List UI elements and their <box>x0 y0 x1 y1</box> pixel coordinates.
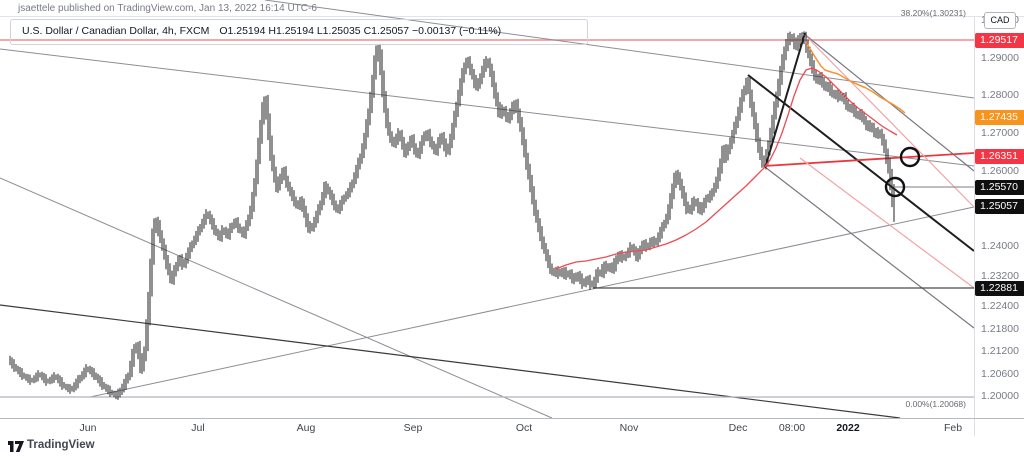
time-label-Feb[interactable]: Feb <box>943 422 963 434</box>
currency-toggle-button[interactable]: CAD <box>984 12 1016 29</box>
price-gridline-label: 1.21200 <box>981 345 1019 357</box>
price-gridline-label: 1.23200 <box>981 270 1019 282</box>
price-gridline-label: 1.20000 <box>981 390 1019 402</box>
channel-red-upper[interactable] <box>804 34 975 208</box>
price-gridline-label: 1.24000 <box>981 240 1019 252</box>
header-separator <box>0 16 1024 17</box>
trendline-black-long[interactable] <box>0 304 901 419</box>
trendline-shallow-upper[interactable] <box>264 0 975 99</box>
price-badge-1.25057: 1.25057 <box>975 198 1024 214</box>
channel-red-lower[interactable] <box>799 157 975 289</box>
price-axis[interactable]: 1.300001.290001.280001.270001.260001.240… <box>974 12 1024 418</box>
time-label-2022[interactable]: 2022 <box>836 422 860 434</box>
time-label-Jun[interactable]: Jun <box>79 422 97 434</box>
change-value: −0.00137 (−0.11%) <box>412 25 502 37</box>
price-gridline-label: 1.26000 <box>981 165 1019 177</box>
price-gridline-label: 1.28000 <box>981 89 1019 101</box>
moving-average-red <box>555 67 898 270</box>
price-gridline-label: 1.29000 <box>981 52 1019 64</box>
circle-1.26351[interactable] <box>899 146 921 168</box>
moving-average-orange <box>805 41 906 114</box>
channel-gray-lower[interactable] <box>764 166 975 329</box>
circle-1.25570[interactable] <box>884 176 906 198</box>
time-label-08:00[interactable]: 08:00 <box>778 422 806 434</box>
symbol-title[interactable]: U.S. Dollar / Canadian Dollar, 4h, FXCM <box>22 25 210 37</box>
price-gridline-label: 1.27000 <box>981 127 1019 139</box>
time-label-Jul[interactable]: Jul <box>191 422 205 434</box>
price-badge-1.22881: 1.22881 <box>975 280 1024 296</box>
price-gridline-label: 1.22400 <box>981 300 1019 312</box>
time-label-Nov[interactable]: Nov <box>619 422 639 434</box>
ohlc-close: C1.25057 <box>363 25 410 37</box>
time-label-Dec[interactable]: Dec <box>728 422 748 434</box>
price-gridline-label: 1.20600 <box>981 368 1019 380</box>
time-axis[interactable]: Jun Jul Aug Sep Oct Nov Dec 08:00 2022 Feb <box>0 418 1024 438</box>
tradingview-brand-text[interactable]: TradingView <box>27 439 95 451</box>
wedge-ascending-black[interactable] <box>764 32 806 169</box>
tradingview-logo-icon[interactable] <box>8 440 24 454</box>
price-badge-1.27435: 1.27435 <box>975 109 1024 125</box>
channel-black-median[interactable] <box>747 74 975 252</box>
trendline-red-1.26351[interactable] <box>763 152 975 167</box>
time-label-Oct[interactable]: Oct <box>515 422 533 434</box>
price-gridline-label: 1.21800 <box>981 323 1019 335</box>
time-label-Aug[interactable]: Aug <box>296 422 316 434</box>
symbol-legend-box[interactable] <box>10 19 588 45</box>
price-badge-1.29517: 1.29517 <box>975 32 1024 48</box>
time-label-Sep[interactable]: Sep <box>403 422 423 434</box>
ohlc-low: L1.25035 <box>316 25 361 37</box>
price-badge-1.25570: 1.25570 <box>975 179 1024 195</box>
trendline-asc-support[interactable] <box>89 206 975 398</box>
symbol-legend: U.S. Dollar / Canadian Dollar, 4h, FXCM O… <box>22 25 501 37</box>
ohlc-high: H1.25194 <box>268 25 314 37</box>
fib-label-38.2: 38.20%(1.30231) <box>900 8 966 18</box>
trendline-desc-left[interactable] <box>0 177 553 419</box>
fib-label-0.0: 0.00%(1.20068) <box>905 399 967 409</box>
attribution-text: jsaettele published on TradingView.com, … <box>18 3 317 14</box>
price-badge-1.26351: 1.26351 <box>975 148 1024 164</box>
ohlc-open: O1.25194 <box>219 25 266 37</box>
trendline-shallow-mid[interactable] <box>0 48 975 167</box>
footer-bar: TradingView <box>0 436 1024 458</box>
axis-corner-divider <box>974 419 975 437</box>
